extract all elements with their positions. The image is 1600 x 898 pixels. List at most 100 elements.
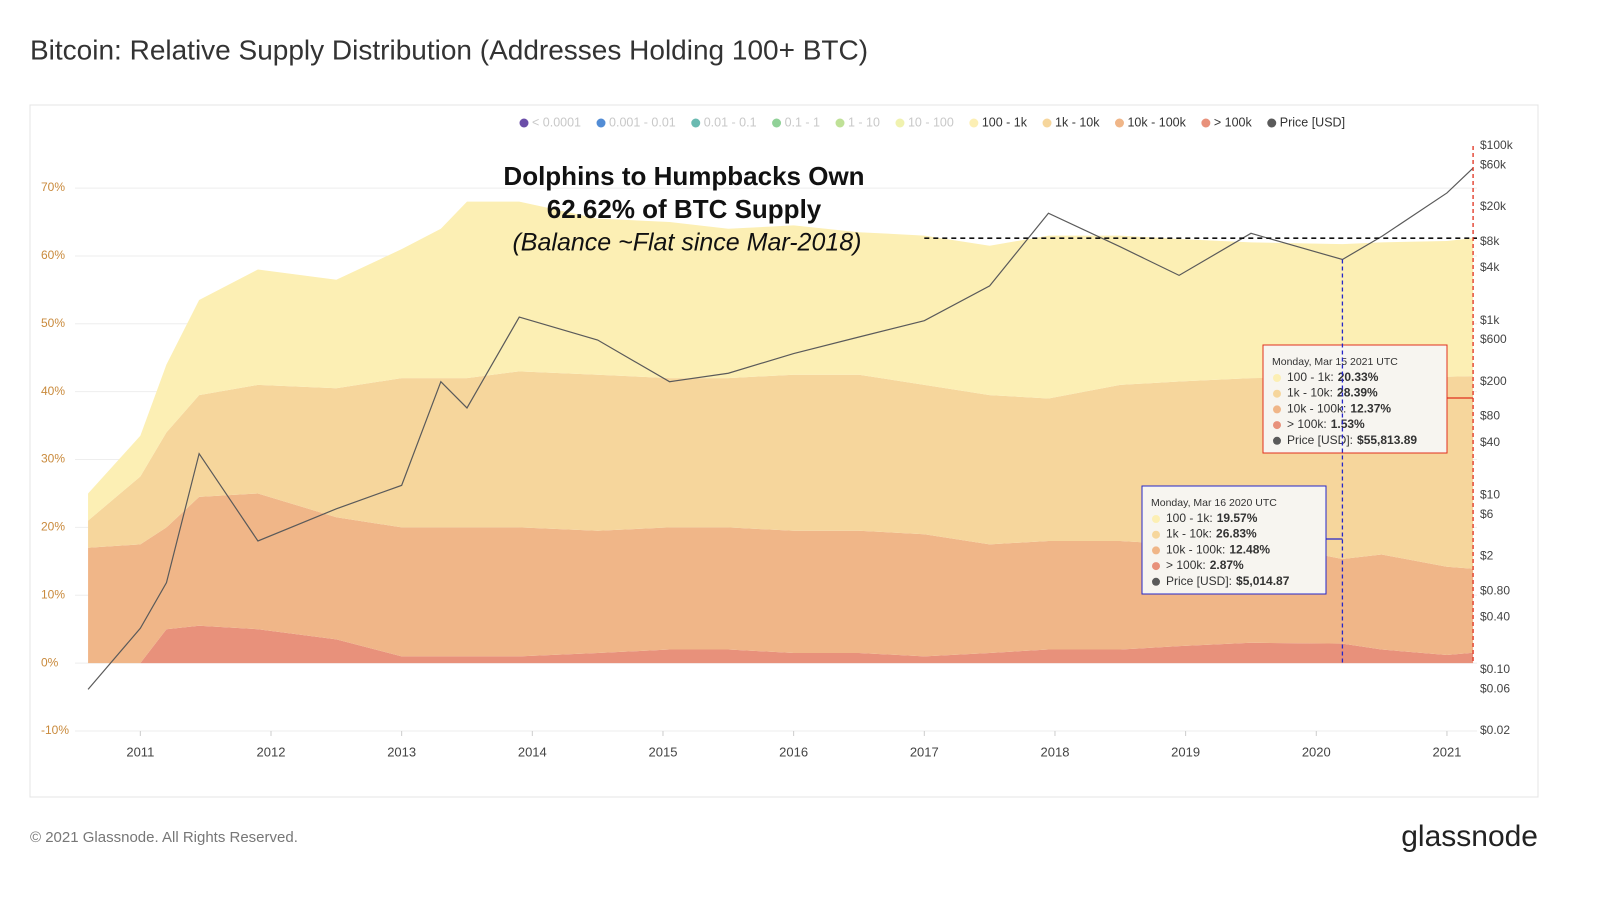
y2-tick-label: $0.40 [1480,610,1510,624]
legend-marker [1042,118,1052,128]
brand-logo: glassnode [1401,820,1538,853]
tooltip-item: 10k - 100k: 12.48% [1166,543,1270,557]
legend-marker [835,118,845,128]
tooltip-item-name: 10k - 100k: [1287,402,1346,416]
legend-label: 0.001 - 0.01 [609,115,676,129]
legend-marker [519,118,529,128]
tooltip-item-value: $55,813.89 [1357,433,1417,447]
y-tick-label: 0% [41,655,59,669]
tooltip-item: Price [USD]: $55,813.89 [1287,433,1417,447]
tooltip-marker [1152,530,1160,539]
tooltip-item: 1k - 10k: 26.83% [1166,527,1257,541]
tooltip-date: Monday, Mar 16 2020 UTC [1151,497,1277,509]
y-tick-label: -10% [41,723,69,737]
tooltip-item-name: > 100k: [1287,417,1327,431]
y2-tick-label: $100k [1480,138,1514,152]
y2-tick-label: $4k [1480,260,1500,274]
legend-label: > 100k [1214,115,1253,129]
legend-marker [1267,118,1277,128]
chart-title: Bitcoin: Relative Supply Distribution (A… [30,34,868,65]
y2-tick-label: $2 [1480,549,1494,563]
legend-marker [1201,118,1211,128]
tooltip: Monday, Mar 16 2020 UTC 100 - 1k: 19.57% 1k… [1141,485,1343,595]
legend-label: 1 - 10 [848,115,880,129]
tooltip-marker [1152,546,1160,555]
tooltip-item: 10k - 100k: 12.37% [1287,402,1391,416]
x-tick-label: 2016 [779,744,808,759]
y2-tick-label: $20k [1480,199,1507,213]
legend-label: 10k - 100k [1127,115,1186,129]
tooltip: Monday, Mar 15 2021 UTC 100 - 1k: 20.33% 1k… [1262,344,1474,454]
y2-tick-label: $0.06 [1480,682,1510,696]
tooltip-item-name: 100 - 1k: [1166,511,1213,525]
area [88,371,1474,569]
tooltip-marker [1273,374,1281,382]
x-tick-label: 2015 [649,744,678,759]
tooltip-item-value: 2.87% [1210,558,1244,572]
tooltip-marker [1152,515,1160,523]
tooltip-item-value: 12.37% [1350,402,1391,416]
y2-tick-label: $200 [1480,374,1507,388]
legend-marker [1114,118,1124,128]
legend-label: 10 - 100 [908,115,954,129]
area [88,625,1474,664]
x-tick-label: 2013 [387,744,416,759]
tooltip-item-value: 28.39% [1337,386,1378,400]
y-tick-label: 70% [41,180,65,194]
tooltip-item-value: 26.83% [1216,527,1257,541]
tooltip-item: > 100k: 2.87% [1166,558,1244,572]
tooltip-marker [1273,389,1281,398]
legend-label: Price [USD] [1280,115,1345,129]
legend-marker [969,118,979,128]
y2-tick-label: $6 [1480,507,1494,521]
tooltip-item-name: 1k - 10k: [1287,386,1333,400]
tooltip-box [1141,485,1327,595]
annotation-title: 62.62% of BTC Supply [547,194,822,224]
tooltip-marker [1273,436,1281,445]
y-tick-label: 50% [41,316,65,330]
y-tick-label: 60% [41,248,65,262]
price-line [87,167,1474,690]
tooltip-box [1262,344,1448,454]
legend-marker [596,118,606,128]
x-tick-label: 2019 [1171,744,1200,759]
tooltip-item-name: 10k - 100k: [1166,543,1225,557]
y2-tick-label: $8k [1480,234,1500,248]
tooltip-item-name: Price [USD]: [1287,433,1353,447]
y2-tick-label: $10 [1480,487,1500,501]
x-tick-label: 2012 [257,744,286,759]
tooltip-marker [1152,562,1160,571]
y2-tick-label: $1k [1480,313,1500,327]
tooltip-date: Monday, Mar 15 2021 UTC [1272,356,1398,368]
x-tick-label: 2011 [126,744,154,759]
footer: © 2021 Glassnode. All Rights Reserved. [30,829,298,846]
tooltip-marker [1152,577,1160,586]
y-tick-label: 40% [41,384,65,398]
tooltip-item-value: 1.53% [1331,417,1365,431]
legend-marker [895,118,905,128]
area [88,201,1474,521]
tooltip-item-name: 1k - 10k: [1166,527,1212,541]
legend-marker [772,118,782,128]
x-tick-label: 2021 [1432,744,1461,759]
legend-label: 1k - 10k [1055,115,1100,129]
y-tick-label: 30% [41,452,65,466]
legend-label: 100 - 1k [982,115,1028,129]
x-tick-label: 2017 [910,744,939,759]
annotation-title: Dolphins to Humpbacks Own [503,161,864,191]
tooltip-item-name: > 100k: [1166,558,1206,572]
y-tick-label: 20% [41,520,65,534]
tooltip-item: > 100k: 1.53% [1287,417,1365,431]
legend-marker [691,118,701,128]
tooltip-item-value: $5,014.87 [1236,574,1290,588]
tooltip-item-name: 100 - 1k: [1287,370,1334,384]
legend-label: 0.1 - 1 [785,115,820,129]
tooltip-item-name: Price [USD]: [1166,574,1232,588]
y2-tick-label: $80 [1480,409,1500,423]
tooltip-item: Price [USD]: $5,014.87 [1166,574,1290,588]
area [88,493,1474,664]
tooltip-marker [1273,421,1281,430]
tooltip-item: 100 - 1k: 20.33% [1287,370,1379,384]
